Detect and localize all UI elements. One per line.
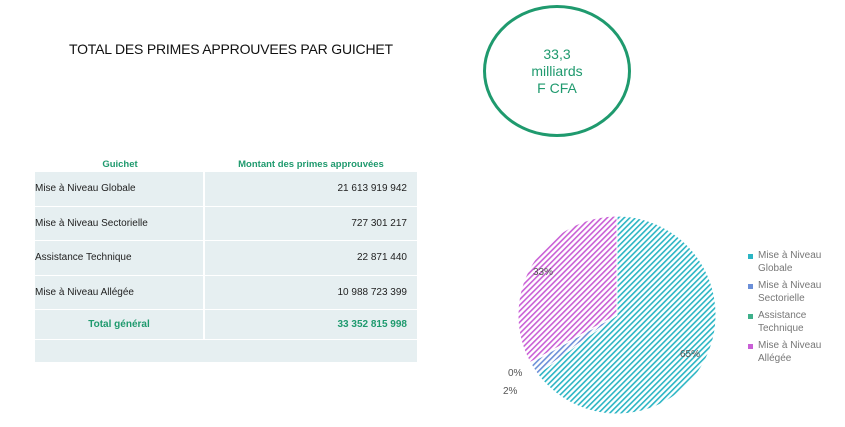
legend-item: Mise à Niveau Allégée (748, 340, 836, 365)
data-label-label-assistance: 0% (508, 368, 523, 379)
slice-mise-a-niveau-globale (536, 215, 717, 415)
row-value: 727 301 217 (351, 217, 407, 229)
chart-legend: Mise à Niveau Globale Mise à Niveau Secto… (748, 250, 836, 370)
table-header: Guichet Montant des primes approuvées (35, 156, 417, 172)
table-row: Mise à Niveau Sectorielle 727 301 217 (35, 206, 417, 241)
table-row: Mise à Niveau Globale 21 613 919 942 (35, 172, 417, 207)
slice-mise-a-niveau-allegee (517, 215, 618, 364)
legend-label: Mise à Niveau Allégée (758, 340, 822, 364)
table-row: Mise à Niveau Allégée 10 988 723 399 (35, 275, 417, 310)
row-label: Mise à Niveau Sectorielle (35, 206, 205, 240)
table-body: Mise à Niveau Globale 21 613 919 942 Mis… (35, 172, 417, 362)
legend-swatch (748, 344, 753, 349)
legend-label: Mise à Niveau Sectorielle (758, 280, 822, 304)
row-value: 10 988 723 399 (337, 286, 407, 298)
legend-item: Mise à Niveau Sectorielle (748, 280, 836, 305)
total-label: Total général (35, 310, 205, 339)
legend-swatch (748, 284, 753, 289)
total-summary-circle: 33,3 milliards F CFA (483, 5, 631, 137)
row-label: Mise à Niveau Allégée (35, 275, 205, 309)
table-empty-row (35, 340, 417, 362)
table-total-row: Total général 33 352 815 998 (35, 310, 417, 340)
legend-item: Mise à Niveau Globale (748, 250, 836, 275)
page-title: TOTAL DES PRIMES APPROUVEES PAR GUICHET (69, 41, 393, 57)
data-label-label-globale: 65% (680, 349, 701, 360)
legend-label: Mise à Niveau Globale (758, 250, 822, 274)
summary-currency: F CFA (537, 79, 577, 96)
primes-table: Guichet Montant des primes approuvées Mi… (35, 156, 417, 362)
summary-unit: milliards (531, 62, 583, 79)
row-value: 22 871 440 (356, 252, 407, 264)
summary-value: 33,3 (543, 45, 571, 62)
data-label-label-sectorielle: 2% (503, 386, 518, 397)
row-label: Mise à Niveau Globale (35, 172, 205, 206)
pie-chart (517, 215, 717, 415)
legend-swatch (748, 254, 753, 259)
legend-label: Assistance Technique (758, 310, 807, 334)
header-guichet: Guichet (102, 158, 138, 170)
total-value: 33 352 815 998 (337, 319, 407, 330)
header-montant: Montant des primes approuvées (238, 158, 384, 170)
row-value: 21 613 919 942 (337, 183, 407, 195)
legend-item: Assistance Technique (748, 310, 836, 335)
legend-swatch (748, 314, 753, 319)
row-label: Assistance Technique (35, 241, 205, 275)
table-row: Assistance Technique 22 871 440 (35, 241, 417, 276)
data-label-label-allegee: 33% (533, 267, 554, 278)
